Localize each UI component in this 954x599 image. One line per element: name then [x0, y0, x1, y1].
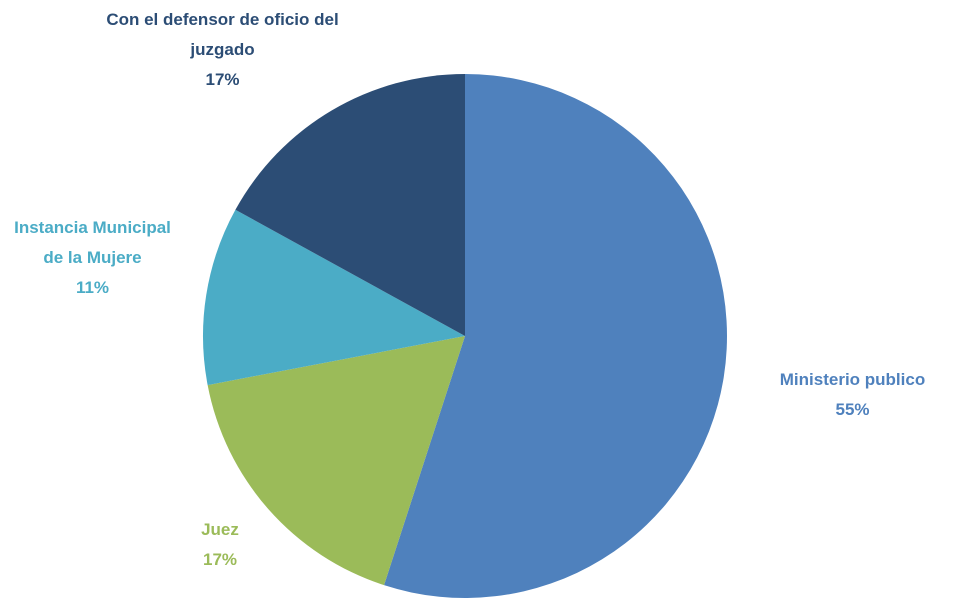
percent-label: 11% — [75, 278, 110, 297]
slice-label: Con el defensor de oficio del juzgado 17% — [105, 5, 340, 95]
slice-label: Instancia Municipal de la Mujere 11% — [10, 213, 175, 303]
slice-label: Juez 17% — [150, 515, 290, 575]
pie-slice — [384, 74, 728, 598]
pie-slice — [235, 74, 465, 336]
percent-label: 55% — [835, 400, 870, 419]
category-name: Con el defensor de oficio del juzgado — [106, 10, 339, 59]
pie-slice — [207, 336, 465, 586]
category-name: Instancia Municipal de la Mujere — [14, 218, 171, 267]
percent-label: 17% — [205, 70, 240, 89]
pie-slice — [202, 209, 465, 386]
percent-label: 17% — [202, 550, 238, 569]
slice-label: Ministerio publico 55% — [745, 365, 954, 425]
category-name: Ministerio publico — [779, 370, 926, 389]
category-name: Juez — [201, 520, 239, 539]
